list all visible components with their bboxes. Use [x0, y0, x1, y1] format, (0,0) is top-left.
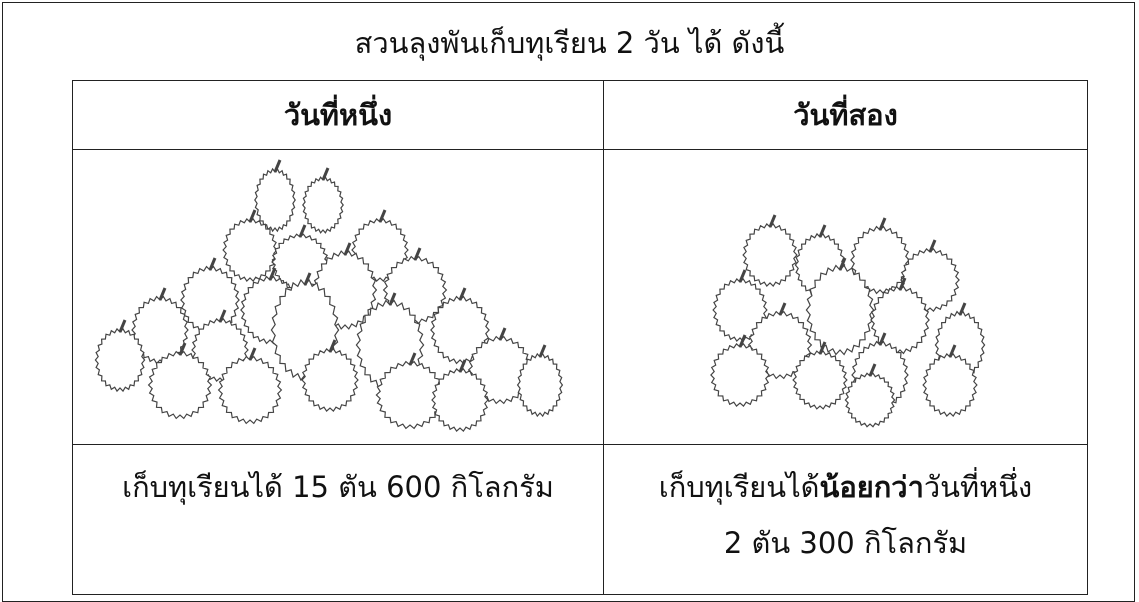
durian-stem: [248, 209, 257, 223]
durian-drawings: [94, 159, 986, 433]
durian-stem: [768, 214, 777, 228]
durian-stem: [298, 224, 307, 238]
durian: [870, 285, 930, 355]
durian-stem: [898, 277, 907, 291]
durian-stem: [458, 359, 467, 373]
text: เก็บทุเรียนได้: [658, 470, 820, 504]
durian-stem: [838, 257, 847, 271]
durian: [222, 217, 278, 283]
durian-stem: [268, 267, 277, 281]
durian: [302, 176, 344, 234]
durian-stem: [868, 363, 877, 377]
text: วันที่หนึ่ง: [923, 470, 1033, 504]
text: 2 ตัน 300 กิโลกรัม: [723, 526, 968, 560]
durian-stem: [178, 342, 187, 356]
durian: [94, 327, 146, 393]
durian: [271, 233, 329, 291]
durian: [217, 355, 283, 425]
title: สวนลุงพันเก็บทุเรียน 2 วัน ได้ ดังนี้: [354, 26, 785, 60]
durian-stem: [408, 352, 417, 366]
durian-stem: [413, 247, 422, 261]
durian-stem: [343, 242, 352, 256]
durian-stem: [248, 347, 257, 361]
durian: [301, 347, 359, 413]
durian-stem: [538, 344, 547, 358]
durian: [742, 222, 798, 288]
durian-stem: [303, 272, 312, 286]
durian-stem: [878, 332, 887, 346]
durian: [922, 352, 978, 418]
text-row: เก็บทุเรียนได้ 15 ตัน 600 กิโลกรัม เก็บท…: [72, 444, 1088, 595]
durian-stem: [738, 334, 747, 348]
durian-stem: [158, 287, 167, 301]
durian: [850, 225, 910, 295]
durian-stem: [218, 309, 227, 323]
durian: [375, 360, 445, 430]
durian-stem: [208, 257, 217, 271]
durian-stem: [738, 269, 747, 283]
durian-stem: [928, 239, 937, 253]
emphasis: น้อยกว่า: [819, 470, 924, 504]
durian: [792, 350, 848, 410]
durian: [147, 350, 213, 420]
text-cell: เก็บทุเรียนได้ 15 ตัน 600 กิโลกรัม: [72, 444, 604, 595]
durian: [844, 372, 896, 428]
durian-stem: [818, 224, 827, 238]
durian-stem: [118, 319, 127, 333]
durian-stem: [458, 287, 467, 301]
durian: [431, 367, 489, 433]
durian-stem: [878, 217, 887, 231]
durian-stem: [378, 209, 387, 223]
durian: [254, 167, 296, 233]
text-cell: เก็บทุเรียนได้น้อยกว่าวันที่หนึ่ง 2 ตัน …: [603, 444, 1088, 595]
durian: [516, 352, 564, 418]
durian-stem: [958, 302, 967, 316]
durian-stem: [948, 344, 957, 358]
durian: [805, 264, 875, 356]
durian-stem: [328, 339, 337, 353]
durian-stem: [778, 302, 787, 316]
durian-stem: [321, 167, 330, 181]
durian-stem: [498, 327, 507, 341]
durian-stem: [273, 159, 282, 173]
durian-stem: [388, 292, 397, 306]
durian-stem: [818, 341, 827, 355]
durian: [710, 343, 770, 407]
